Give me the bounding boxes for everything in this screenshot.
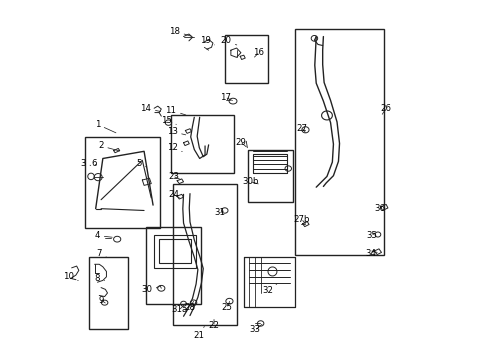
Text: 5: 5 [136, 159, 146, 168]
Text: 16: 16 [253, 48, 264, 57]
Text: 28: 28 [184, 301, 195, 312]
Text: 3: 3 [80, 159, 91, 168]
Text: 31: 31 [213, 208, 224, 217]
Text: 25: 25 [222, 301, 232, 312]
Text: 26: 26 [380, 104, 391, 114]
Text: 27b: 27b [293, 215, 309, 224]
Bar [247, 149, 292, 202]
Text: 23: 23 [168, 172, 180, 181]
Text: 30: 30 [141, 285, 158, 294]
Text: 32: 32 [262, 284, 276, 295]
Text: 31a: 31a [171, 303, 187, 314]
Text: 15: 15 [161, 116, 176, 125]
Text: 4: 4 [95, 231, 112, 240]
Text: 9: 9 [98, 296, 105, 305]
Text: 2: 2 [98, 141, 119, 151]
Bar [154, 234, 196, 268]
Text: 10: 10 [62, 272, 78, 281]
Bar [159, 239, 191, 263]
Text: 35: 35 [366, 231, 377, 240]
Bar [85, 137, 160, 228]
Bar [145, 226, 201, 304]
Text: 11: 11 [165, 105, 185, 115]
Bar [171, 116, 233, 173]
Text: 8: 8 [95, 274, 104, 283]
Text: 19: 19 [199, 36, 214, 45]
Text: 17: 17 [220, 93, 232, 102]
Text: 36: 36 [374, 204, 385, 213]
Bar [224, 35, 267, 83]
Text: 21: 21 [193, 327, 204, 341]
Bar [294, 30, 384, 255]
Text: 13: 13 [166, 127, 185, 136]
Text: 7: 7 [96, 249, 106, 258]
Text: 12: 12 [166, 143, 182, 152]
Text: 27: 27 [296, 123, 307, 132]
Text: 33: 33 [249, 324, 262, 334]
Text: 29: 29 [235, 138, 246, 147]
Text: 22: 22 [208, 319, 219, 330]
Text: 14: 14 [140, 104, 161, 113]
Text: 24: 24 [168, 190, 179, 199]
Bar [172, 184, 237, 325]
Text: 20: 20 [220, 36, 236, 45]
Text: 34: 34 [365, 249, 375, 258]
Bar [253, 154, 286, 173]
Text: 6: 6 [91, 159, 97, 168]
Text: 18: 18 [169, 27, 191, 36]
Bar [88, 257, 128, 329]
Text: 1: 1 [95, 120, 116, 133]
Text: 30b: 30b [242, 177, 259, 186]
